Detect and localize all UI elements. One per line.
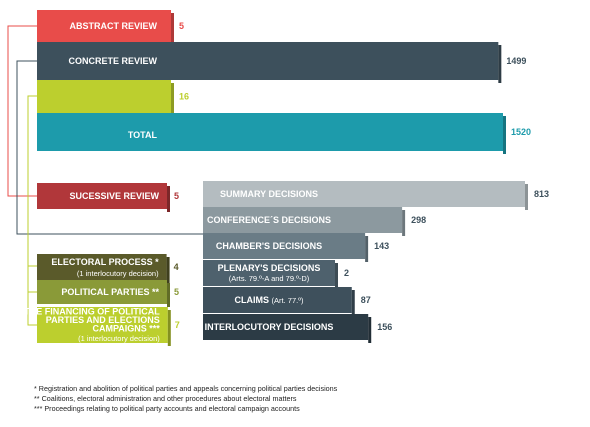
interlocutory-decisions-label-block: [203, 314, 331, 340]
concrete-review-label-block: [37, 42, 165, 80]
abstract-review-bar: [165, 10, 171, 42]
electoral-process-value: 4: [174, 262, 179, 272]
claims-bar-shadow: [351, 290, 355, 316]
interlocutory-decisions-label: INTERLOCUTORY DECISIONS: [205, 322, 334, 332]
chambers-decisions-label: CHAMBER'S DECISIONS: [216, 241, 322, 251]
unlabeled-value: 16: [179, 92, 189, 102]
political-parties-bar: [37, 280, 167, 304]
political-parties-value: 5: [174, 287, 179, 297]
summary-decisions-label-block: [203, 181, 331, 207]
claims-subtitle: (Art. 77.º): [272, 296, 304, 305]
footnote-2: ** Coalitions, electoral administration …: [34, 394, 297, 403]
claims-bar: [331, 287, 352, 313]
abstract-review-label-block: [37, 10, 165, 42]
connector-lines: [7, 25, 203, 326]
interlocutory-decisions-bar-shadow: [368, 317, 372, 343]
plenarys-decisions-bar: [331, 260, 335, 286]
left-bar-group: SUCESSIVE REVIEW 5 ELECTORAL PROCESS * (1 i…: [24, 183, 180, 346]
right-bar-group: SUMMARY DECISIONS 813 CONFERENCE´S DECISIO…: [203, 181, 549, 343]
conferences-decisions-label: CONFERENCE´S DECISIONS: [207, 215, 331, 225]
abstract-review-label: ABSTRACT REVIEW: [70, 21, 158, 31]
chambers-decisions-bar-shadow: [365, 236, 369, 262]
chambers-decisions-bar: [331, 233, 366, 259]
unlabeled-connector-2: [27, 266, 37, 293]
summary-decisions-bar-shadow: [525, 184, 528, 210]
total-label: TOTAL: [128, 130, 158, 140]
claims-label: CLAIMS (Art. 77.º): [235, 295, 304, 305]
abstract-review-bar-shadow: [171, 13, 174, 45]
plenarys-decisions-bar-shadow: [335, 263, 338, 289]
electoral-process-bar-shadow: [166, 257, 170, 283]
plenarys-decisions-label-block: [203, 260, 331, 286]
financing-label: THE FINANCING OF POLITICAL PARTIES AND EL…: [24, 307, 160, 334]
footnote-3: *** Proceedings relating to political pa…: [34, 404, 300, 413]
electoral-process-subtitle: (1 interlocutory decision): [77, 269, 159, 278]
chambers-decisions-value: 143: [374, 241, 389, 251]
abstract-connector: [7, 25, 37, 197]
summary-decisions-bar: [331, 181, 525, 207]
chambers-decisions-label-block: [203, 233, 331, 259]
successive-review-bar: [37, 183, 167, 209]
interlocutory-decisions-value: 156: [377, 322, 392, 332]
unlabeled-bar: [165, 80, 171, 113]
plenarys-decisions-label: PLENARY'S DECISIONS: [218, 263, 321, 273]
claims-value: 87: [361, 295, 371, 305]
conferences-decisions-value: 298: [411, 215, 426, 225]
electoral-process-label: ELECTORAL PROCESS *: [51, 257, 159, 267]
concrete-review-bar-shadow: [498, 45, 502, 83]
electoral-process-bar: [37, 254, 167, 280]
unlabeled-bar-shadow: [171, 83, 174, 116]
financing-bar: [37, 307, 168, 343]
political-parties-bar-shadow: [167, 283, 170, 307]
concrete-review-bar: [165, 42, 499, 80]
concrete-connector: [16, 60, 203, 235]
unlabeled-label-block: [37, 80, 165, 113]
total-bar: [165, 113, 503, 151]
total-label-block: [37, 113, 165, 151]
summary-decisions-label: SUMMARY DECISIONS: [220, 189, 318, 199]
concrete-review-value: 1499: [506, 56, 526, 66]
footnote-1: * Registration and abolition of politica…: [34, 384, 338, 393]
interlocutory-decisions-bar: [331, 314, 369, 340]
unlabeled-connector-1: [27, 95, 37, 267]
successive-review-bar-shadow: [167, 186, 170, 212]
plenarys-decisions-subtitle: (Arts. 79.º-A and 79.º-D): [229, 274, 310, 283]
claims-label-block: [203, 287, 331, 313]
conferences-decisions-bar-shadow: [402, 210, 406, 236]
unlabeled-connector-3: [27, 292, 37, 326]
political-parties-label: POLITICAL PARTIES **: [61, 287, 159, 297]
total-bar-shadow: [503, 116, 506, 154]
plenarys-decisions-value: 2: [344, 268, 349, 278]
summary-decisions-value: 813: [534, 189, 549, 199]
financing-bar-shadow: [167, 310, 171, 346]
financing-value: 7: [175, 320, 180, 330]
top-bar-group: ABSTRACT REVIEW 5 CONCRETE REVIEW 1499 16 TOT…: [37, 10, 531, 154]
footnotes: * Registration and abolition of politica…: [34, 384, 574, 414]
abstract-review-value: 5: [179, 21, 184, 31]
concrete-review-label: CONCRETE REVIEW: [68, 56, 157, 66]
successive-review-value: 5: [174, 191, 179, 201]
conferences-decisions-bar: [331, 207, 403, 233]
total-value: 1520: [511, 127, 531, 137]
successive-review-label: SUCESSIVE REVIEW: [69, 191, 159, 201]
financing-subtitle: (1 interlocutory decision): [78, 334, 160, 343]
conferences-decisions-label-block: [203, 207, 331, 233]
